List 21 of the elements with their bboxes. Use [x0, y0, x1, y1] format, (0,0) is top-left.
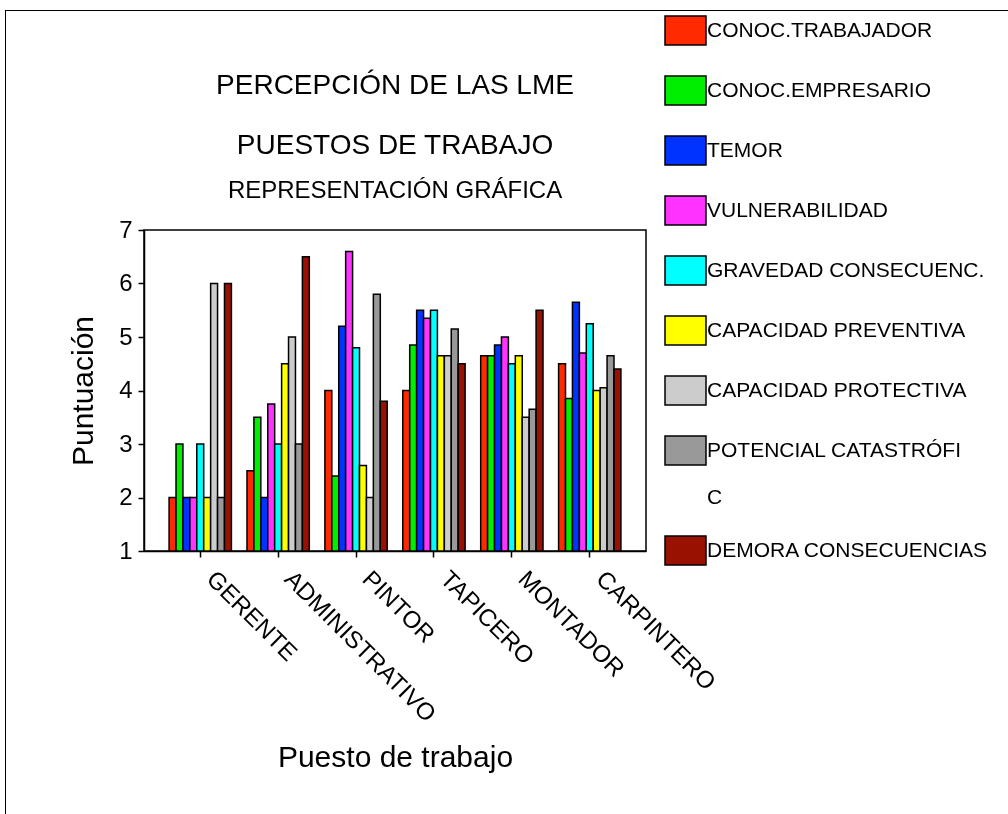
legend-label: VULNERABILIDAD — [707, 197, 888, 221]
y-tick-label: 1 — [119, 536, 133, 564]
y-tick-label: 2 — [119, 483, 133, 510]
legend-label: CAPACIDAD PROTECTIVA — [707, 377, 967, 401]
legend-label: TEMOR — [707, 137, 783, 161]
y-tick-label: 7 — [119, 215, 133, 243]
legend-label: CAPACIDAD PREVENTIVA — [707, 317, 966, 341]
chart-subtitle: PUESTOS DE TRABAJO — [236, 129, 554, 160]
chart-title: PERCEPCIÓN DE LAS LME — [216, 69, 574, 100]
y-tick-label: 5 — [119, 322, 133, 350]
y-axis-title: Puntuación — [66, 315, 100, 467]
legend-label: DEMORA CONSECUENCIAS — [707, 537, 988, 561]
text: REPRESENTACIÓN GRÁFICA — [227, 176, 563, 203]
x-axis-title: Puesto de trabajo — [277, 739, 514, 773]
legend-label: CONOC.TRABAJADOR — [707, 17, 933, 41]
y-tick-label: 6 — [119, 269, 133, 296]
y-tick-label: 3 — [119, 429, 133, 457]
legend-label: POTENCIAL CATASTRÓFIC — [707, 437, 961, 508]
legend-label: GRAVEDAD CONSECUENC. — [707, 257, 985, 281]
legend-label: CONOC.EMPRESARIO — [707, 77, 932, 101]
y-tick-label: 4 — [119, 376, 133, 403]
